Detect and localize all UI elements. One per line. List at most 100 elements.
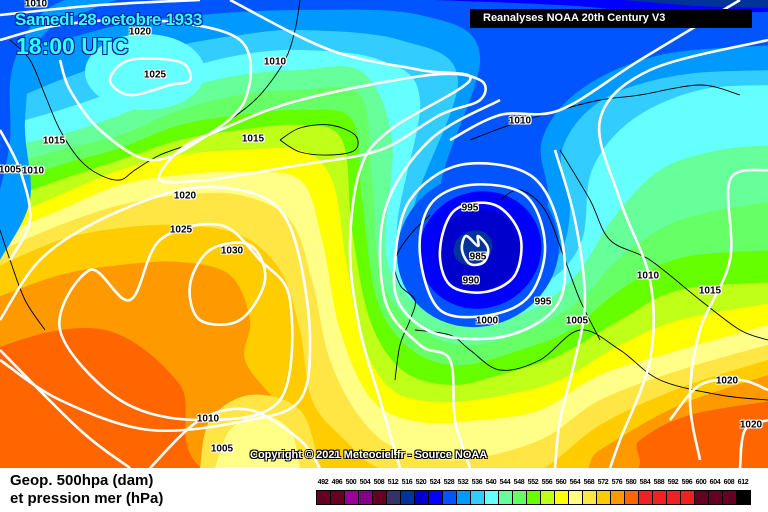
isobar-label: 985 [469,251,487,263]
isobar-label: 1010 [24,0,48,10]
legend-value: 612 [737,479,749,486]
isobar-label: 995 [534,296,552,308]
legend-swatch [652,490,666,505]
isobar [108,57,192,97]
isobar [438,201,523,294]
legend-value: 568 [583,479,595,486]
map-date: Samedi 28 octobre 1933 [15,10,203,29]
footer-pressure-label: et pression mer (hPa) [10,490,164,507]
legend-swatch [540,490,554,505]
legend-value: 504 [359,479,371,486]
isobar [418,183,547,319]
legend-swatch [330,490,344,505]
isobar-label: 1010 [196,413,220,425]
legend-swatch [680,490,694,505]
isobar [553,149,587,468]
legend-swatch [316,490,330,505]
isobar-label: 1025 [143,69,167,81]
legend-swatch [666,490,680,505]
geopotential-field [0,0,768,468]
legend-swatch [344,490,358,505]
band-540-blob [85,34,205,110]
legend-swatch [414,490,428,505]
band-528-west [0,0,65,190]
legend-value: 564 [569,479,581,486]
legend-swatch [428,490,442,505]
isobar [157,72,487,184]
legend-swatch [484,490,498,505]
legend-value: 608 [723,479,735,486]
isobar-label: 1010 [263,56,287,68]
legend-value: 528 [443,479,455,486]
copyright: Copyright © 2021 Meteociel.fr - Source N… [250,449,488,461]
coastline [559,149,768,341]
band-564-blob [215,415,300,468]
legend-value: 604 [709,479,721,486]
legend-swatch [708,490,722,505]
isobar [597,38,768,468]
isobar [460,234,490,267]
legend-value: 496 [331,479,343,486]
legend-value: 512 [387,479,399,486]
legend-value: 552 [527,479,539,486]
coastline [469,84,741,141]
isobar-label: 1010 [636,270,660,282]
isobar [378,98,501,468]
legend-swatch [442,490,456,505]
isobar [188,241,267,326]
isobar-label: 1020 [739,419,763,431]
legend-swatch [736,490,751,505]
isobar [0,349,131,468]
isobar [58,222,294,422]
legend-value: 508 [373,479,385,486]
isobar-label: 1010 [21,165,45,177]
isobar-label: 1000 [475,315,499,327]
isobar [0,185,312,433]
legend-value: 580 [625,479,637,486]
isobar-label: 1015 [42,135,66,147]
legend-value: 560 [555,479,567,486]
footer: Geop. 500hpa (dam) et pression mer (hPa)… [0,468,768,512]
isobar [738,418,768,468]
legend-value: 588 [653,479,665,486]
legend-value: 544 [499,479,511,486]
legend-swatch [358,490,372,505]
legend-value: 600 [695,479,707,486]
coastline [279,124,359,156]
legend-value: 572 [597,479,609,486]
legend-swatch [694,490,708,505]
legend-value: 548 [513,479,525,486]
isobar-label: 995 [461,202,479,214]
legend-swatch [624,490,638,505]
legend-swatch [470,490,484,505]
isobar-label: 1020 [128,26,152,38]
legend-value: 596 [681,479,693,486]
isobar [688,168,768,461]
legend-value: 524 [429,479,441,486]
isobar [0,17,253,162]
legend-value: 500 [345,479,357,486]
isobar-label: 1015 [698,285,722,297]
legend-value: 520 [415,479,427,486]
isobar-label: 1005 [210,443,234,455]
legend-swatch [596,490,610,505]
isobar [149,407,322,468]
isobar-label: 990 [462,275,480,287]
footer-geopotential-label: Geop. 500hpa (dam) [10,472,154,489]
band-528 [0,0,768,278]
legend-value: 584 [639,479,651,486]
legend-value: 536 [471,479,483,486]
legend-swatch [638,490,652,505]
legend-swatch [386,490,400,505]
isobar-label: 1010 [508,115,532,127]
isobar-label: 1025 [169,224,193,236]
isobar-label: 1020 [715,375,739,387]
legend-swatch [498,490,512,505]
legend-swatch [554,490,568,505]
legend-swatch [456,490,470,505]
legend-swatch [582,490,596,505]
source-banner: Reanalyses NOAA 20th Century V3 [470,9,752,28]
isobar-label: 1005 [565,315,589,327]
legend-swatch [372,490,386,505]
map-time: 18:00 UTC [16,33,129,59]
